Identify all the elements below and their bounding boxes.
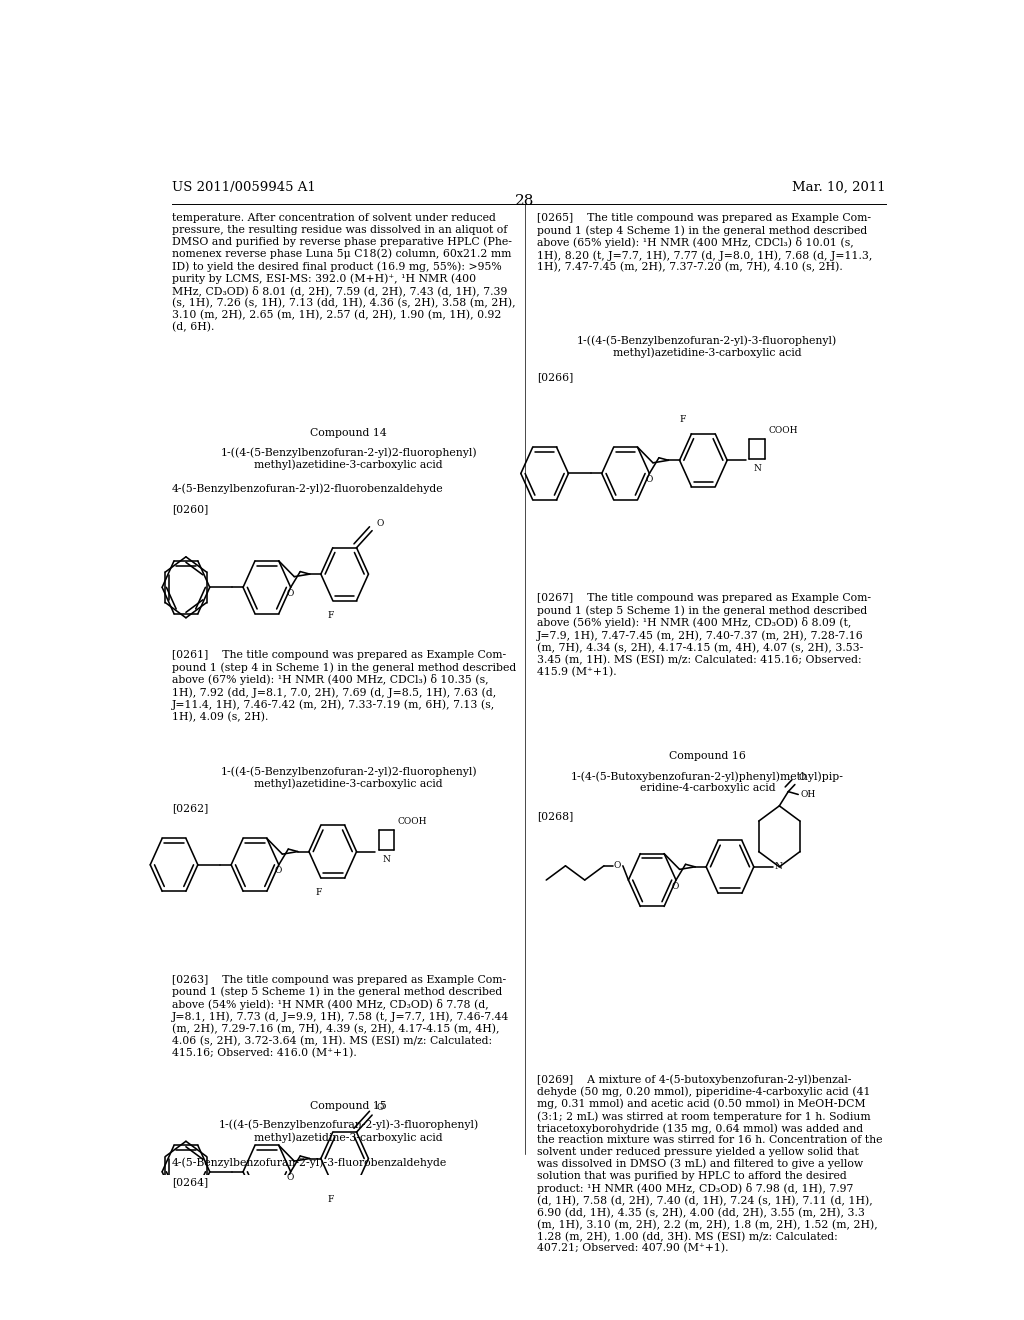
Text: O: O — [798, 774, 806, 783]
Text: [0267]    The title compound was prepared as Example Com-
pound 1 (step 5 Scheme: [0267] The title compound was prepared a… — [537, 594, 870, 677]
Text: [0264]: [0264] — [172, 1177, 208, 1187]
Text: O: O — [287, 589, 294, 598]
Text: Compound 15: Compound 15 — [310, 1101, 387, 1110]
Text: [0268]: [0268] — [537, 810, 573, 821]
Text: US 2011/0059945 A1: US 2011/0059945 A1 — [172, 181, 315, 194]
Text: O: O — [377, 1104, 384, 1111]
Text: OH: OH — [801, 789, 816, 799]
Text: F: F — [328, 1196, 334, 1204]
Text: 1-((4-(5-Benzylbenzofuran-2-yl)2-fluorophenyl)
methyl)azetidine-3-carboxylic aci: 1-((4-(5-Benzylbenzofuran-2-yl)2-fluorop… — [220, 766, 477, 789]
Text: [0260]: [0260] — [172, 504, 208, 513]
Text: 4-(5-Benzylbenzofuran-2-yl)-3-fluorobenzaldehyde: 4-(5-Benzylbenzofuran-2-yl)-3-fluorobenz… — [172, 1158, 446, 1168]
Text: N: N — [754, 463, 761, 473]
Text: 1-((4-(5-Benzylbenzofuran-2-yl)-3-fluorophenyl)
methyl)azetidine-3-carboxylic ac: 1-((4-(5-Benzylbenzofuran-2-yl)-3-fluoro… — [578, 335, 838, 358]
Text: COOH: COOH — [397, 817, 427, 826]
Text: 1-((4-(5-Benzylbenzofuran-2-yl)-3-fluorophenyl)
methyl)azetidine-3-carboxylic ac: 1-((4-(5-Benzylbenzofuran-2-yl)-3-fluoro… — [218, 1119, 479, 1143]
Text: N: N — [383, 855, 390, 865]
Text: [0262]: [0262] — [172, 803, 208, 813]
Text: Compound 16: Compound 16 — [669, 751, 745, 760]
Text: [0266]: [0266] — [537, 372, 573, 381]
Text: O: O — [274, 866, 282, 875]
Text: O: O — [613, 862, 621, 870]
Text: F: F — [680, 416, 686, 424]
Text: 4-(5-Benzylbenzofuran-2-yl)2-fluorobenzaldehyde: 4-(5-Benzylbenzofuran-2-yl)2-fluorobenza… — [172, 483, 443, 494]
Text: O: O — [287, 1173, 294, 1183]
Text: F: F — [315, 888, 322, 898]
Text: Mar. 10, 2011: Mar. 10, 2011 — [793, 181, 886, 194]
Text: N: N — [774, 862, 782, 871]
Text: [0261]    The title compound was prepared as Example Com-
pound 1 (step 4 in Sch: [0261] The title compound was prepared a… — [172, 651, 516, 722]
Text: F: F — [328, 611, 334, 620]
Text: O: O — [377, 519, 384, 528]
Text: 1-((4-(5-Benzylbenzofuran-2-yl)2-fluorophenyl)
methyl)azetidine-3-carboxylic aci: 1-((4-(5-Benzylbenzofuran-2-yl)2-fluorop… — [220, 447, 477, 470]
Text: 28: 28 — [515, 194, 535, 209]
Text: Compound 14: Compound 14 — [310, 428, 387, 438]
Text: [0263]    The title compound was prepared as Example Com-
pound 1 (step 5 Scheme: [0263] The title compound was prepared a… — [172, 974, 509, 1057]
Text: temperature. After concentration of solvent under reduced
pressure, the resultin: temperature. After concentration of solv… — [172, 214, 515, 333]
Text: [0265]    The title compound was prepared as Example Com-
pound 1 (step 4 Scheme: [0265] The title compound was prepared a… — [537, 214, 872, 273]
Text: O: O — [645, 475, 652, 484]
Text: COOH: COOH — [768, 426, 798, 434]
Text: O: O — [672, 882, 679, 891]
Text: 1-(4-(5-Butoxybenzofuran-2-yl)phenyl)methyl)pip-
eridine-4-carboxylic acid: 1-(4-(5-Butoxybenzofuran-2-yl)phenyl)met… — [571, 771, 844, 793]
Text: [0269]    A mixture of 4-(5-butoxybenzofuran-2-yl)benzal-
dehyde (50 mg, 0.20 mm: [0269] A mixture of 4-(5-butoxybenzofura… — [537, 1074, 883, 1254]
